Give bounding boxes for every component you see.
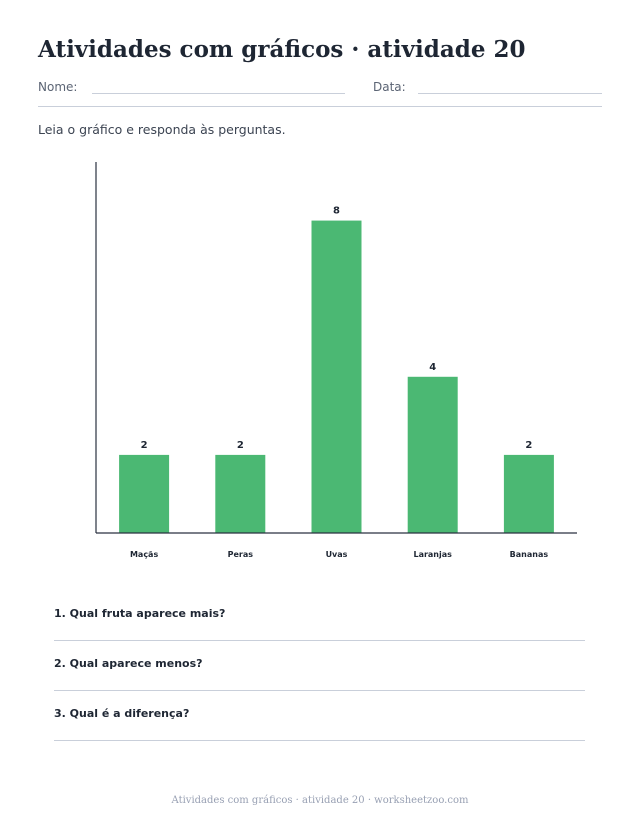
name-label: Nome: [38,80,78,94]
date-line [418,93,602,94]
name-line [92,93,345,94]
bar-value-label: 2 [525,440,532,451]
answer-line-1[interactable] [54,640,585,641]
page-title: Atividades com gráficos · atividade 20 [38,36,526,63]
bars-layer: 2 Maçãs 2 Peras 8 Uvas 4 Laranjas 2 Bananas [119,206,554,559]
bar-value-label: 8 [333,206,340,217]
bar-value-label: 4 [429,362,436,373]
x-tick-label: Laranjas [413,550,452,559]
bar [215,454,266,533]
bar-chart: 2 Maçãs 2 Peras 8 Uvas 4 Laranjas 2 Bananas [95,162,577,559]
question-3: 3. Qual é a diferença? [54,707,190,720]
bar [119,454,170,533]
bar-value-label: 2 [237,440,244,451]
date-label: Data: [373,80,406,94]
bar [407,376,458,533]
bar [503,454,554,533]
bar-value-label: 2 [141,440,148,451]
bar [311,220,362,533]
answer-line-3[interactable] [54,740,585,741]
question-1: 1. Qual fruta aparece mais? [54,607,226,620]
answer-line-2[interactable] [54,690,585,691]
instruction-text: Leia o gráfico e responda às perguntas. [38,122,286,137]
question-2: 2. Qual aparece menos? [54,657,203,670]
x-tick-label: Uvas [326,550,348,559]
footer: Atividades com gráficos · atividade 20 ·… [171,795,469,806]
header-divider [38,106,602,107]
x-tick-label: Peras [228,550,254,559]
x-tick-label: Bananas [510,550,549,559]
x-tick-label: Maçãs [130,550,159,559]
